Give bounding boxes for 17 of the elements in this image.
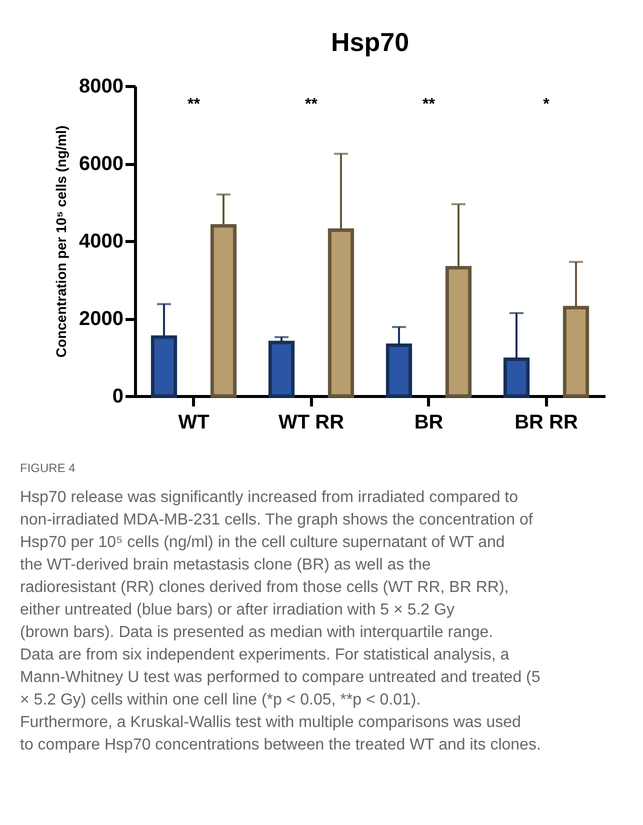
y-tick-label: 4000 [79,230,124,252]
x-tick-label: BR [414,412,444,434]
y-axis-title: Concentration per 10⁵ cells (ng/ml) [53,125,70,358]
x-tick-label: WT [178,412,210,434]
annotation: ** [305,96,318,113]
y-tick-label: 6000 [79,153,124,175]
annotation: ** [188,96,201,113]
text: Hsp70 release was significantly increased from irradiated compared to non-irradiated MDA-MB-231 cells. The graph shows the concentration of Hsp70 per 10⁵ cells (ng/ml) in the cell culture supernatant of WT and the WT-derived brain metastasis clone (BR) as well as the radioresistant (RR) clones derived from those cells (WT RR, BR RR), either untreated (blue bars) or after irradiation with 5 × 5.2 Gy (brown bars). Data is presented as median with interquartile range. Data are from six independent experiments. For statistical analysis, a Mann-Whitney U test was performed to compare untreated and treated (5 × 5.2 Gy) cells within one cell line (*p < 0.05, **p < 0.01). Furthermore, a Kruskal-Wallis test with multiple comparisons was used to compare Hsp70 concentrations between the treated WT and its clones. [20,489,541,754]
y-tick-label: 2000 [79,308,124,330]
x-tick-label: WT RR [278,412,345,434]
chart-title: Hsp70 [330,27,410,57]
y-tick-label: 0 [112,386,124,408]
annotation: ** [422,96,436,113]
y-tick-label: 8000 [79,76,124,98]
annotation: * [543,96,550,113]
caption: FIGURE 4 [20,461,76,475]
x-tick-label: BR RR [514,412,578,434]
